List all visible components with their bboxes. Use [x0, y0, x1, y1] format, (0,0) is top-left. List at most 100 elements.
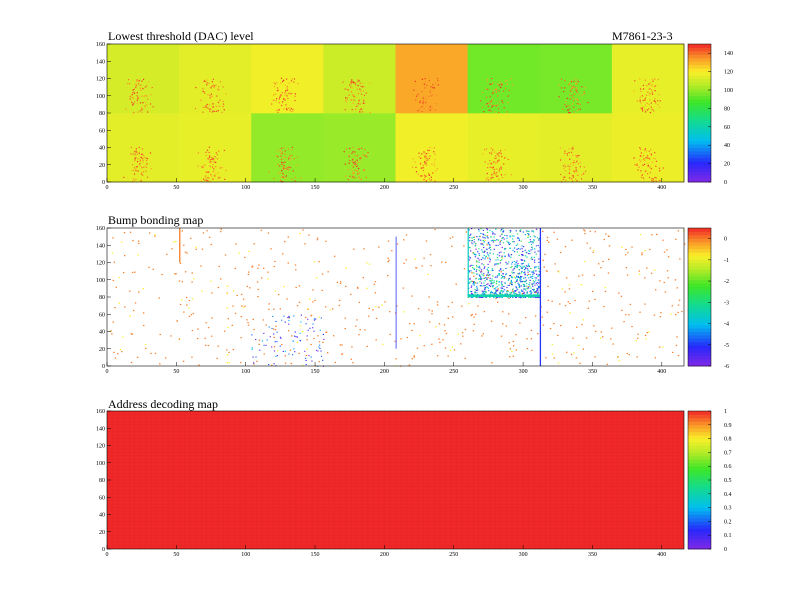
- bump-pixel: [666, 249, 668, 251]
- hotspot-pixel: [573, 111, 575, 113]
- hotspot-pixel: [426, 108, 429, 110]
- bump-pixel: [352, 362, 354, 364]
- bump-pixel: [578, 275, 580, 277]
- bump-pixel: [625, 314, 627, 316]
- colorbar-cell: [688, 241, 711, 246]
- bump-pixel: [519, 277, 521, 279]
- colorbar-cell: [688, 81, 711, 86]
- hotspot-pixel: [287, 97, 289, 100]
- hotspot-pixel: [208, 180, 210, 182]
- hotspot-pixel: [497, 95, 499, 97]
- bump-pixel: [508, 243, 510, 246]
- hotspot-pixel: [569, 165, 571, 168]
- hotspot-pixel: [428, 174, 430, 176]
- hotspot-pixel: [359, 111, 361, 113]
- hotspot-pixel: [206, 82, 208, 84]
- bump-pixel: [478, 254, 481, 257]
- bump-pixel: [535, 279, 537, 281]
- colorbar-cell: [688, 324, 711, 329]
- bump-pixel: [533, 270, 535, 272]
- bump-pixel: [509, 348, 512, 350]
- hotspot-pixel: [147, 111, 149, 113]
- bump-pixel: [421, 265, 423, 267]
- bump-pixel: [271, 364, 273, 366]
- bump-pixel: [593, 274, 595, 276]
- hotspot-pixel: [200, 180, 203, 182]
- hotspot-pixel: [567, 105, 569, 107]
- hotspot-pixel: [362, 86, 364, 88]
- hotspot-pixel: [490, 177, 492, 179]
- hotspot-pixel: [570, 163, 572, 165]
- hotspot-pixel: [424, 82, 426, 84]
- colorbar-tick-label: -2: [724, 279, 729, 285]
- colorbar-cell: [688, 140, 711, 145]
- bump-pixel: [363, 248, 365, 250]
- hotspot-pixel: [362, 90, 364, 92]
- bump-pixel: [461, 332, 464, 334]
- bump-pixel: [295, 269, 297, 271]
- bump-pixel: [480, 259, 483, 261]
- hotspot-pixel: [570, 178, 572, 180]
- hotspot-pixel: [420, 175, 422, 177]
- hotspot-pixel: [350, 99, 352, 101]
- hotspot-pixel: [649, 171, 652, 174]
- bump-pixel: [296, 336, 298, 338]
- bump-pixel: [322, 359, 324, 361]
- hotspot-pixel: [286, 109, 288, 111]
- bump-pixel: [475, 282, 477, 284]
- bump-pixel: [188, 315, 191, 317]
- hotspot-pixel: [573, 77, 576, 79]
- hotspot-pixel: [133, 92, 136, 94]
- bump-pixel: [431, 310, 433, 312]
- colorbar-cell: [688, 352, 711, 357]
- bump-pixel: [356, 319, 358, 321]
- hotspot-pixel: [140, 173, 143, 175]
- bump-pixel: [530, 241, 532, 243]
- bump-pixel: [538, 274, 540, 276]
- bump-pixel: [481, 296, 483, 298]
- hotspot-pixel: [354, 96, 356, 98]
- chip-block: [179, 44, 252, 114]
- bump-pixel: [274, 329, 277, 331]
- x-tick-label: 50: [173, 369, 179, 375]
- hotspot-pixel: [208, 156, 211, 158]
- hotspot-pixel: [363, 94, 366, 97]
- hotspot-pixel: [204, 164, 206, 166]
- bump-pixel: [251, 334, 253, 336]
- bump-pixel: [480, 232, 482, 235]
- bump-pixel: [308, 354, 310, 357]
- colorbar-cell: [688, 435, 711, 439]
- bump-pixel: [511, 263, 513, 265]
- colorbar-cell: [688, 272, 711, 277]
- bump-pixel: [518, 265, 520, 267]
- colorbar-cell: [688, 57, 711, 62]
- bump-pixel: [538, 285, 540, 287]
- hotspot-pixel: [642, 84, 645, 87]
- hotspot-pixel: [425, 155, 427, 158]
- bump-pixel: [274, 341, 276, 343]
- hotspot-pixel: [141, 148, 143, 150]
- bump-pixel: [258, 343, 260, 345]
- hotspot-pixel: [558, 84, 560, 86]
- bump-pixel: [372, 309, 374, 311]
- bump-pixel: [523, 259, 526, 261]
- bump-pixel: [512, 345, 515, 347]
- bump-pixel: [607, 272, 610, 274]
- colorbar-cell: [688, 424, 711, 429]
- bump-pixel: [493, 236, 495, 238]
- bump-pixel: [589, 247, 591, 249]
- bump-pixel: [618, 292, 620, 294]
- hotspot-pixel: [127, 82, 129, 85]
- bump-pixel: [257, 288, 259, 291]
- bump-pixel: [191, 356, 193, 358]
- colorbar-cell: [688, 310, 711, 315]
- bump-pixel: [413, 356, 415, 358]
- bump-pixel: [512, 296, 514, 299]
- bump-pixel: [655, 233, 658, 236]
- bump-pixel: [282, 253, 284, 255]
- bump-pixel: [479, 278, 481, 280]
- hotspot-pixel: [431, 94, 434, 96]
- hotspot-pixel: [492, 167, 494, 169]
- hotspot-pixel: [648, 108, 650, 110]
- bump-pixel: [526, 251, 528, 253]
